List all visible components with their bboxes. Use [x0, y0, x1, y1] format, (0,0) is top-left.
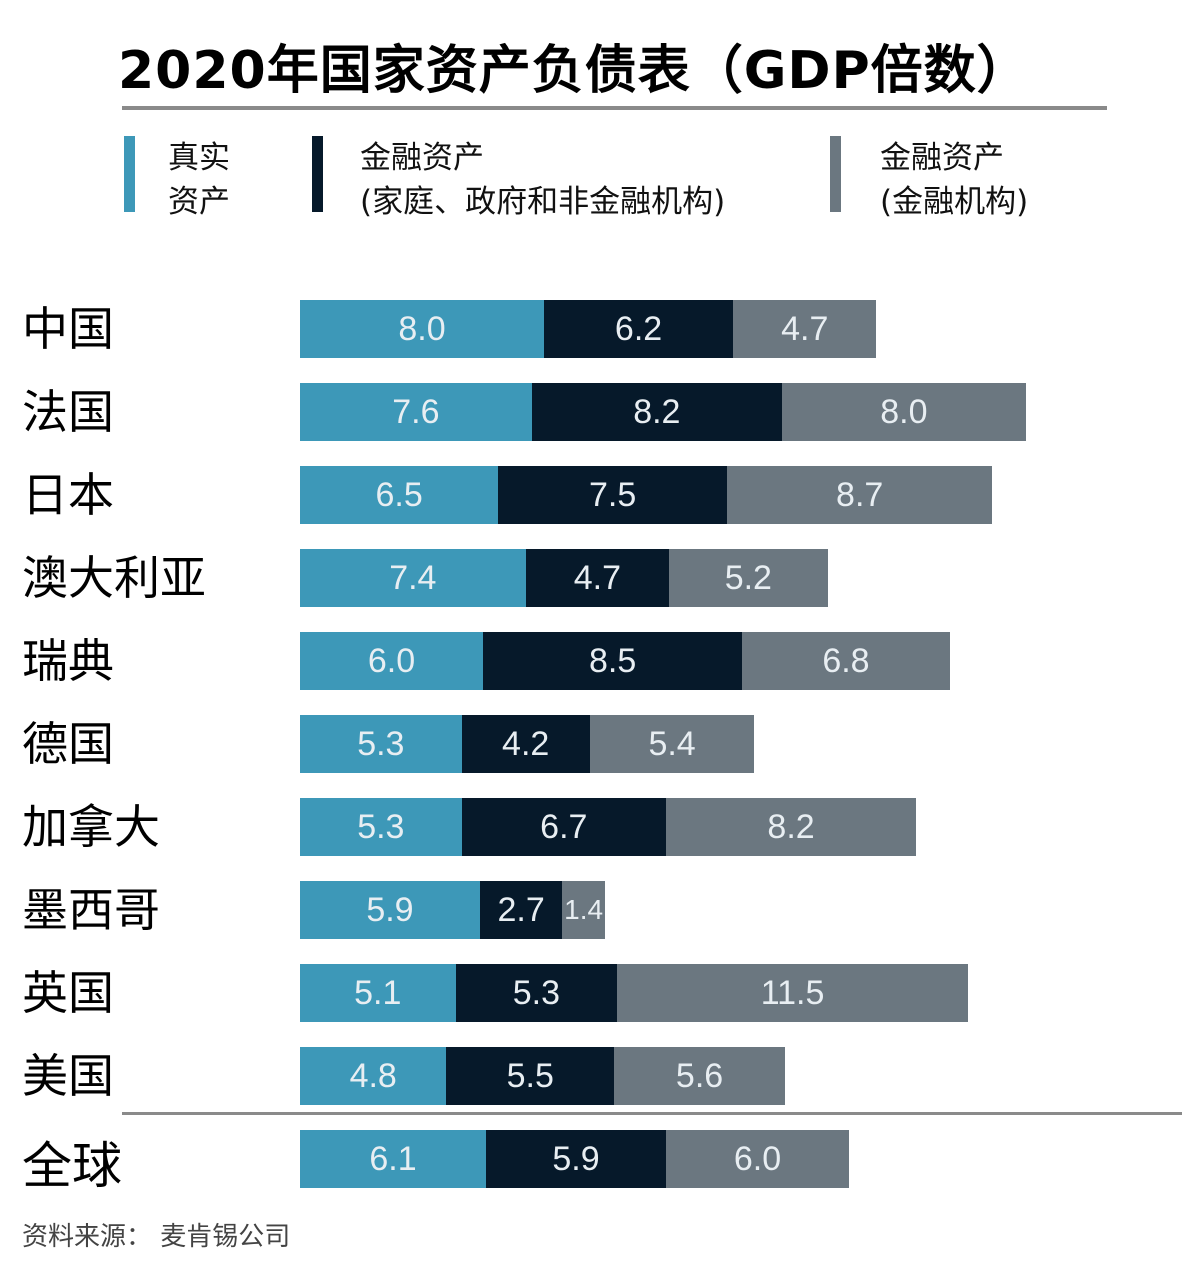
bar-france-series-2	[531, 383, 782, 441]
category-label-usa: 美国	[22, 1049, 114, 1103]
bar-china-series-1	[300, 300, 544, 358]
bar-australia-series-1	[300, 549, 526, 607]
source-note: 资料来源： 麦肯锡公司	[22, 1222, 291, 1252]
bar-canada-series-3	[666, 798, 917, 856]
legend-label-financial-assets-financial-institutions: 金融资产 (金融机构)	[880, 140, 1029, 220]
title-divider	[122, 106, 1107, 110]
data-label-usa-series-1: 4.8	[349, 1057, 397, 1095]
bar-germany-series-3	[589, 715, 755, 773]
legend-swatch-real-assets	[124, 136, 135, 212]
category-label-australia: 澳大利亚	[22, 551, 206, 605]
data-label-france-series-1: 7.6	[392, 393, 440, 431]
category-label-france: 法国	[22, 385, 114, 439]
bar-sweden-series-1	[300, 632, 483, 690]
bar-canada-series-1	[300, 798, 462, 856]
bar-japan-series-1	[300, 466, 499, 524]
data-label-germany-series-2: 4.2	[502, 725, 550, 763]
data-label-china-series-3: 4.7	[781, 310, 829, 348]
data-label-japan-series-3: 8.7	[836, 476, 884, 514]
category-label-canada: 加拿大	[22, 800, 160, 854]
global-separator	[122, 1112, 1182, 1115]
bar-usa-series-1	[300, 1047, 447, 1105]
legend-label-financial-assets-nonfinancial: 金融资产 (家庭、政府和非金融机构)	[360, 140, 726, 220]
bar-mexico-series-2	[479, 881, 563, 939]
legend-swatch-financial-assets-financial-institutions	[830, 136, 841, 212]
bar-global-series-1	[300, 1130, 487, 1188]
category-label-sweden: 瑞典	[22, 634, 114, 688]
bar-china-series-3	[733, 300, 877, 358]
bar-france-series-1	[300, 383, 532, 441]
bar-usa-series-2	[446, 1047, 615, 1105]
bar-uk-series-3	[617, 964, 968, 1022]
bar-global-series-3	[666, 1130, 849, 1188]
data-label-mexico-series-2: 2.7	[497, 891, 545, 929]
bar-germany-series-2	[461, 715, 590, 773]
category-label-mexico: 墨西哥	[22, 883, 160, 937]
data-label-usa-series-2: 5.5	[506, 1057, 554, 1095]
data-label-australia-series-3: 5.2	[724, 559, 772, 597]
data-label-australia-series-2: 4.7	[573, 559, 621, 597]
data-label-canada-series-2: 6.7	[540, 808, 588, 846]
bar-mexico-series-3	[562, 881, 605, 939]
bar-usa-series-3	[614, 1047, 785, 1105]
bar-japan-series-3	[727, 466, 993, 524]
data-label-germany-series-1: 5.3	[357, 725, 405, 763]
data-label-sweden-series-1: 6.0	[367, 642, 416, 680]
data-label-mexico-series-1: 5.9	[366, 891, 414, 929]
bar-sweden-series-3	[742, 632, 950, 690]
bar-germany-series-1	[300, 715, 462, 773]
data-label-uk-series-2: 5.3	[512, 974, 560, 1012]
bar-global-series-2	[486, 1130, 666, 1188]
data-label-uk-series-3: 11.5	[760, 974, 825, 1012]
bar-france-series-3	[781, 383, 1026, 441]
data-label-australia-series-1: 7.4	[389, 559, 437, 597]
bar-australia-series-3	[669, 549, 828, 607]
bar-mexico-series-1	[300, 881, 480, 939]
chart-title: 2020年国家资产负债表（GDP倍数）	[118, 41, 1030, 101]
data-label-canada-series-1: 5.3	[357, 808, 405, 846]
data-label-global-series-2: 5.9	[552, 1140, 600, 1178]
data-label-germany-series-3: 5.4	[648, 725, 696, 763]
data-label-canada-series-3: 8.2	[767, 808, 815, 846]
data-label-uk-series-1: 5.1	[354, 974, 402, 1012]
legend-label-real-assets: 真实 资产	[168, 140, 230, 220]
data-label-global-series-3: 6.0	[733, 1140, 782, 1178]
category-label-china: 中国	[22, 302, 114, 356]
data-label-china-series-2: 6.2	[614, 310, 663, 348]
data-label-japan-series-2: 7.5	[588, 476, 637, 514]
data-label-usa-series-3: 5.6	[675, 1057, 724, 1095]
bar-uk-series-2	[455, 964, 618, 1022]
category-label-japan: 日本	[22, 468, 114, 522]
category-label-uk: 英国	[22, 966, 114, 1020]
bar-uk-series-1	[300, 964, 456, 1022]
data-label-france-series-2: 8.2	[633, 393, 681, 431]
legend-swatch-financial-assets-nonfinancial	[312, 136, 323, 212]
data-label-japan-series-1: 6.5	[375, 476, 423, 514]
category-label-germany: 德国	[22, 717, 114, 771]
data-label-sweden-series-3: 6.8	[822, 642, 870, 680]
data-label-china-series-1: 8.0	[398, 310, 446, 348]
data-label-mexico-series-3: 1.4	[564, 894, 604, 925]
data-label-france-series-3: 8.0	[880, 393, 928, 431]
bar-japan-series-2	[498, 466, 727, 524]
bar-australia-series-2	[525, 549, 670, 607]
data-label-sweden-series-2: 8.5	[588, 642, 637, 680]
data-label-global-series-1: 6.1	[369, 1140, 417, 1178]
bar-china-series-2	[544, 300, 734, 358]
bar-sweden-series-2	[483, 632, 743, 690]
category-label-global: 全球	[22, 1137, 122, 1195]
bar-canada-series-2	[461, 798, 666, 856]
